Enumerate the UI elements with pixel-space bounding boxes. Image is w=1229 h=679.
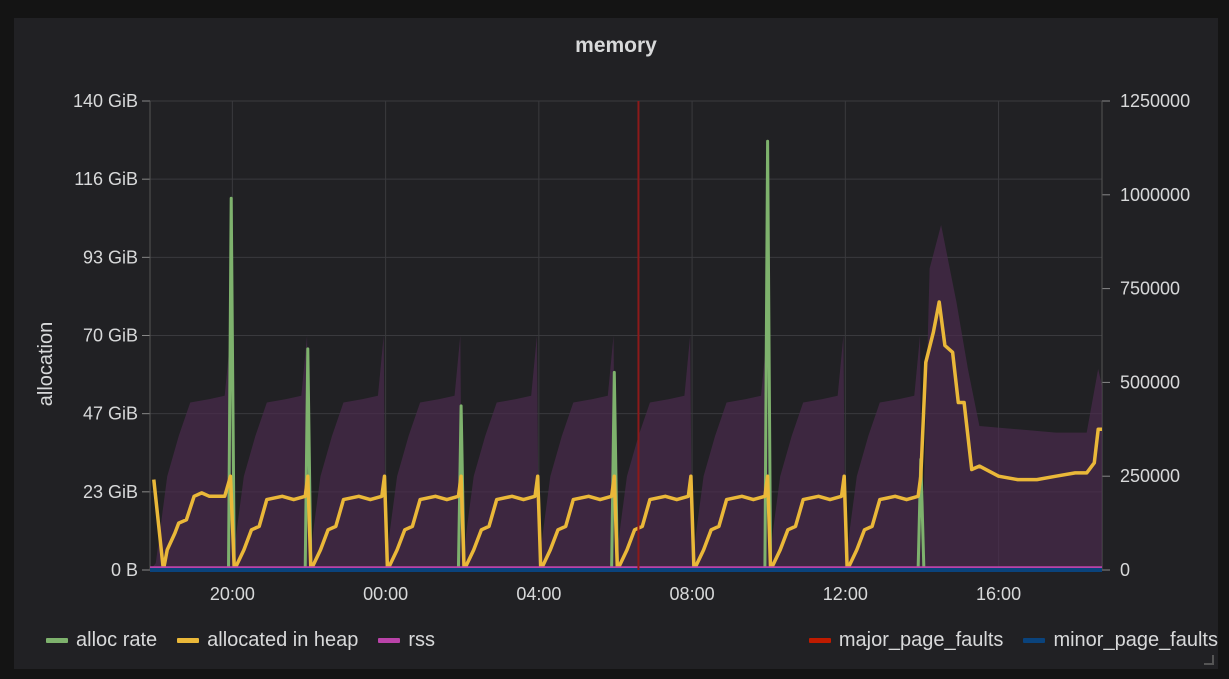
y-left-tick-label: 47 GiB <box>83 404 138 424</box>
x-tick-label: 00:00 <box>363 584 408 604</box>
series-line-allocated-in-heap <box>152 300 1102 572</box>
y-right-tick-label: 250000 <box>1120 466 1180 486</box>
y-left-tick-label: 23 GiB <box>83 482 138 502</box>
legend-item-major_page_faults[interactable]: major_page_faults <box>808 628 1004 652</box>
memory-panel: memory 0 B 23 GiB 47 GiB 70 GiB 93 GiB 116 Gi… <box>14 18 1218 669</box>
panel-title[interactable]: memory <box>575 34 657 57</box>
y-left-tick-label: 116 GiB <box>74 169 138 189</box>
x-tick-label: 04:00 <box>516 584 561 604</box>
y-left-tick-label: 70 GiB <box>83 326 138 346</box>
legend-item-rss[interactable]: rss <box>378 629 435 652</box>
rss-background-area <box>150 224 1102 570</box>
legend-item-minor_page_faults[interactable]: minor_page_faults <box>1023 629 1218 652</box>
legend-label: major_page_faults <box>838 628 1004 651</box>
legend-swatch <box>46 637 68 643</box>
legend-swatch <box>808 637 831 643</box>
legend-right: major_page_faults minor_page_faults <box>808 628 1218 652</box>
resize-handle[interactable] <box>1204 655 1214 665</box>
memory-chart[interactable]: 0 B 23 GiB 47 GiB 70 GiB 93 GiB 116 GiB 140 Gi… <box>14 18 1218 618</box>
y-right-tick-label: 750000 <box>1120 279 1180 299</box>
x-tick-label: 16:00 <box>976 584 1021 604</box>
y-left-tick-label: 0 B <box>111 560 138 580</box>
y-right-tick-label: 1000000 <box>1120 185 1190 205</box>
legend-label: allocated in heap <box>207 628 359 651</box>
legend-label: minor_page_faults <box>1053 628 1218 651</box>
tick-labels: 0 B 23 GiB 47 GiB 70 GiB 93 GiB 116 GiB 140 Gi… <box>73 91 1190 604</box>
legend-label: alloc rate <box>76 628 158 651</box>
legend-swatch <box>378 637 401 643</box>
legend-label: rss <box>408 628 436 651</box>
x-tick-label: 12:00 <box>823 584 868 604</box>
y-right-tick-label: 0 <box>1120 560 1130 580</box>
rss-area <box>150 224 1102 570</box>
y-right-tick-label: 500000 <box>1120 372 1180 392</box>
x-tick-label: 08:00 <box>670 584 715 604</box>
series-group <box>150 101 1102 572</box>
legend-swatch <box>177 637 200 643</box>
x-tick-label: 20:00 <box>210 584 255 604</box>
y-axis-label: allocation <box>35 322 57 407</box>
legend-item-alloc-rate[interactable]: alloc rate <box>46 629 157 652</box>
y-left-tick-label: 140 GiB <box>73 91 138 111</box>
y-right-tick-label: 1250000 <box>1120 91 1190 111</box>
y-left-tick-label: 93 GiB <box>83 247 138 267</box>
legend-swatch <box>1023 637 1046 643</box>
legend-left: alloc rate allocated in heap rss <box>46 628 455 652</box>
legend-item-allocated-in-heap[interactable]: allocated in heap <box>177 629 358 652</box>
